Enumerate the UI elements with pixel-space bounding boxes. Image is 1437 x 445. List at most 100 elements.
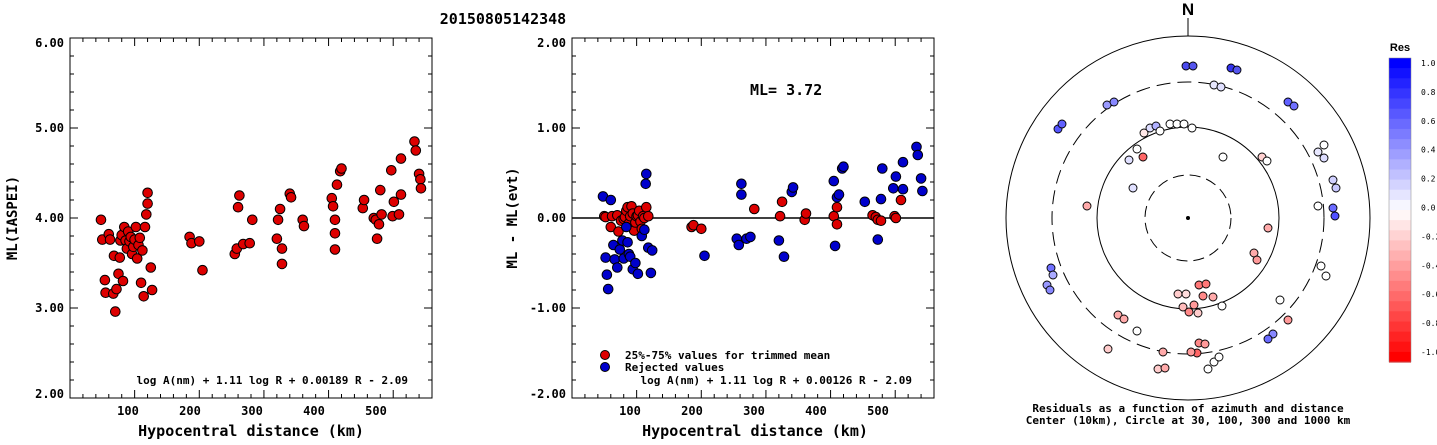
colorbar-swatch [1389, 78, 1411, 89]
data-point [831, 201, 843, 213]
data-point [749, 203, 760, 215]
data-point [110, 306, 121, 317]
colorbar-swatch [1389, 68, 1411, 79]
colorbar-swatch [1389, 250, 1411, 262]
station-residual-marker [1173, 289, 1183, 299]
middle-ytick: 1.00 [537, 121, 566, 135]
legend-trimmed-marker [600, 350, 610, 360]
data-point [612, 262, 623, 273]
data-point [373, 219, 385, 230]
polar-points [1042, 61, 1341, 374]
north-label: N [1182, 0, 1194, 19]
colorbar-swatch [1389, 189, 1411, 201]
station-residual-marker [1109, 97, 1119, 107]
data-point [773, 235, 785, 246]
data-point [613, 226, 624, 237]
station-residual-marker [1187, 123, 1197, 133]
colorbar-swatch [1389, 321, 1411, 333]
colorbar-labels: 1.0 0.8 0.6 0.4 0.2 0.0 -0.2 -0.4 -0.6 -0.8 -1.0 [1421, 59, 1437, 357]
data-point [393, 209, 405, 220]
data-point [138, 291, 149, 302]
colorbar-swatch [1389, 128, 1411, 140]
colorbar-swatch [1389, 210, 1411, 221]
middle-ytick: -1.00 [530, 301, 566, 315]
data-point [99, 274, 111, 286]
data-point [875, 193, 887, 205]
colorbar-swatch [1389, 280, 1411, 292]
station-residual-marker [1331, 183, 1341, 193]
colorbar-swatch [1389, 98, 1411, 110]
data-point [114, 252, 126, 263]
data-point [600, 252, 611, 263]
station-residual-marker [1214, 352, 1224, 362]
data-point [139, 221, 151, 233]
data-point [141, 209, 152, 220]
data-point [375, 184, 386, 196]
data-point [358, 194, 370, 206]
station-residual-marker [1160, 363, 1170, 373]
middle-tick-marks [572, 37, 934, 399]
colorbar-tick-label: 0.4 [1421, 146, 1436, 155]
data-point [111, 283, 122, 295]
station-residual-marker [1330, 211, 1340, 221]
station-residual-marker [1139, 128, 1149, 138]
data-point [605, 221, 617, 233]
data-point [643, 210, 654, 222]
colorbar-tick-label: 0.0 [1421, 204, 1436, 213]
data-point [736, 189, 747, 200]
colorbar-tick-label: -1.0 [1421, 348, 1437, 357]
data-point [244, 237, 255, 249]
left-xtick: 100 [117, 404, 139, 418]
colorbar-swatches [1388, 57, 1412, 363]
station-residual-marker [1283, 315, 1293, 325]
colorbar-tick-label: 0.8 [1421, 88, 1436, 97]
data-point [117, 275, 129, 287]
data-point [331, 179, 343, 190]
data-point [787, 182, 799, 193]
data-point [915, 173, 927, 184]
station-residual-marker [1328, 203, 1338, 213]
data-point [895, 194, 907, 206]
left-xtick: 500 [365, 404, 387, 418]
colorbar-swatch [1389, 260, 1411, 272]
middle-xtick: 100 [619, 404, 641, 418]
data-point [630, 257, 641, 269]
data-point [601, 269, 613, 281]
data-point [327, 201, 339, 212]
station-residual-marker [1252, 255, 1262, 265]
left-xtick: 400 [303, 404, 325, 418]
station-residual-marker [1178, 302, 1188, 312]
middle-ylabel: ML - ML(evt) [505, 167, 521, 268]
left-xlabel: Hypocentral distance (km) [138, 422, 364, 440]
data-point [104, 234, 116, 245]
event-title: 20150805142348 [440, 10, 566, 28]
data-point [645, 267, 657, 279]
data-point [142, 198, 153, 209]
data-point [621, 221, 632, 233]
data-point [859, 196, 871, 208]
left-xtick: 300 [241, 404, 263, 418]
station-residual-marker [1198, 291, 1208, 301]
data-point [833, 189, 845, 200]
station-residual-marker [1319, 153, 1329, 163]
colorbar-swatch [1389, 230, 1411, 241]
colorbar-swatch [1389, 301, 1411, 312]
station-residual-marker [1283, 97, 1293, 107]
left-ytick: 3.00 [35, 301, 64, 315]
left-formula: log A(nm) + 1.11 log R + 0.00189 R - 2.0… [136, 374, 408, 387]
data-point [778, 251, 790, 263]
data-point [386, 165, 397, 176]
data-point [376, 209, 387, 220]
ml-label: ML= 3.72 [750, 81, 822, 99]
data-point [274, 203, 286, 215]
middle-ytick: 0.00 [537, 211, 566, 225]
colorbar-tick-label: -0.8 [1421, 319, 1437, 328]
station-residual-marker [1232, 65, 1242, 75]
data-point [800, 208, 812, 219]
data-point [410, 145, 422, 156]
data-point [872, 234, 884, 245]
data-point [641, 201, 652, 213]
colorbar-swatch [1389, 179, 1411, 191]
station-residual-marker [1128, 183, 1138, 193]
colorbar-swatch [1389, 88, 1411, 100]
